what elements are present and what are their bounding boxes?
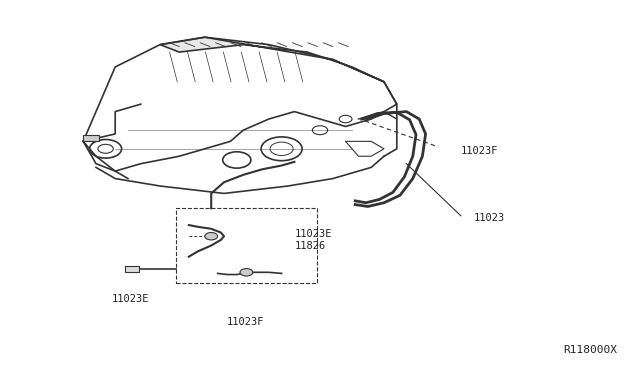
- Bar: [83, 135, 99, 141]
- Text: R118000X: R118000X: [563, 345, 617, 355]
- Polygon shape: [160, 37, 384, 82]
- Text: 11023E: 11023E: [294, 230, 332, 239]
- Circle shape: [240, 269, 253, 276]
- Text: 11826: 11826: [294, 241, 326, 250]
- Text: 11023F: 11023F: [461, 146, 499, 155]
- Circle shape: [205, 232, 218, 240]
- Text: 11023E: 11023E: [112, 295, 150, 304]
- Text: 11023: 11023: [474, 213, 505, 222]
- Text: 11023F: 11023F: [227, 317, 265, 327]
- Bar: [125, 266, 139, 272]
- Bar: [176, 208, 317, 283]
